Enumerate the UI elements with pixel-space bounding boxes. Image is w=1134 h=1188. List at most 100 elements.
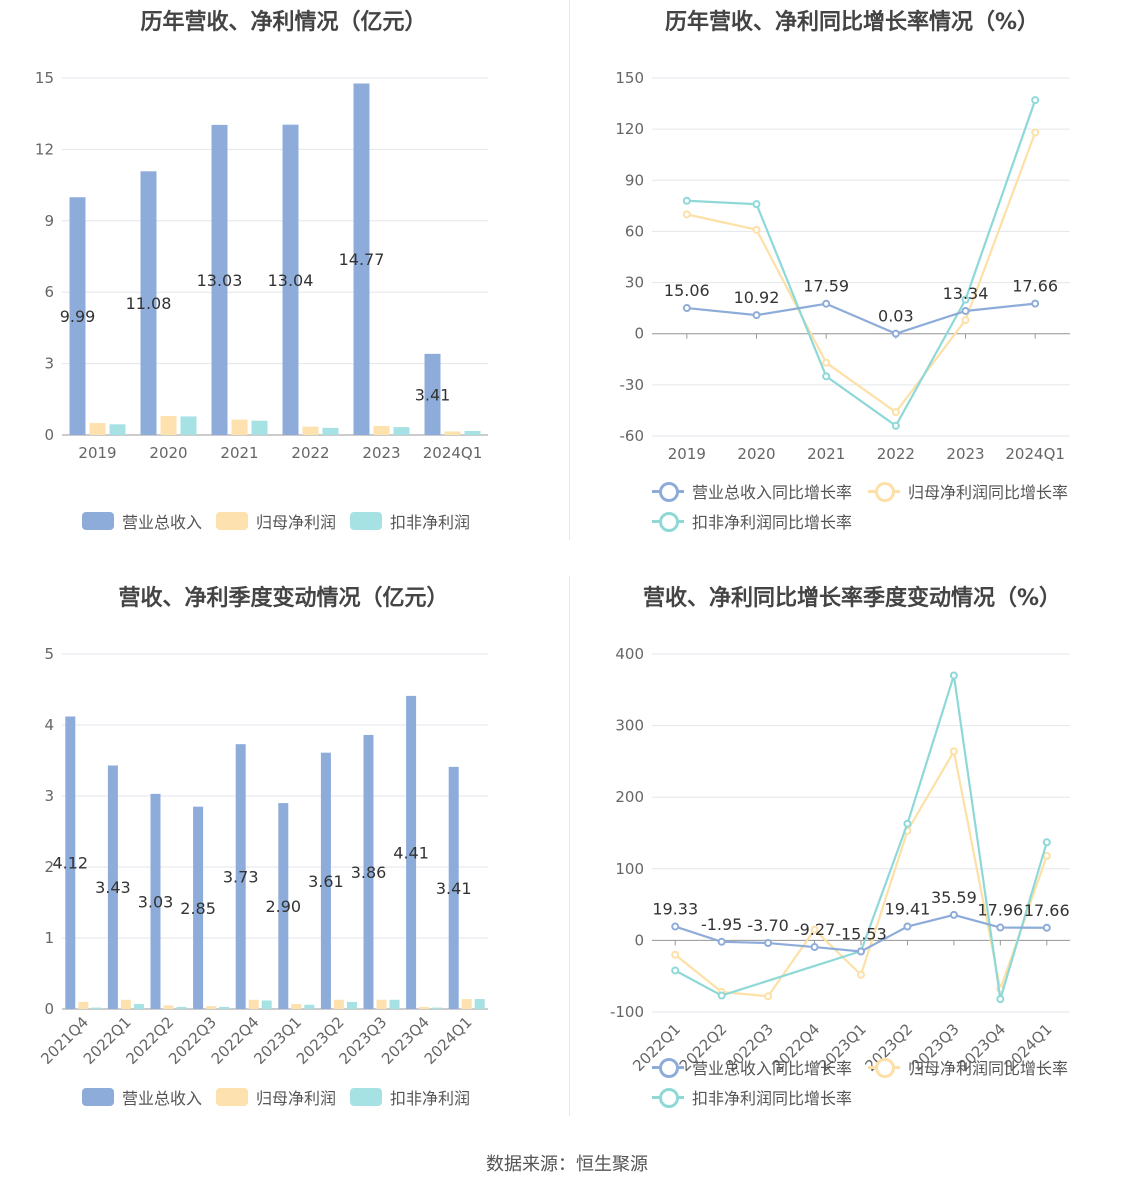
data-label: 3.03 <box>138 892 174 911</box>
data-label: -3.70 <box>747 916 788 935</box>
bar-net-profit <box>333 999 344 1009</box>
data-point <box>822 358 831 367</box>
x-tick-label: 2021 <box>807 445 845 463</box>
chart-title: 历年营收、净利同比增长率情况（%） <box>664 10 1040 35</box>
series-line <box>686 99 1037 428</box>
y-tick-label: 0 <box>634 931 644 949</box>
data-point <box>1031 96 1040 105</box>
bar-net-profit <box>120 999 131 1009</box>
bar-net-profit <box>376 999 387 1009</box>
data-label: 2.90 <box>265 897 301 916</box>
data-point <box>961 316 970 325</box>
bar-net-profit <box>206 1006 217 1009</box>
x-tick-label: 2022 <box>291 444 329 462</box>
legend-net-profit[interactable]: 归母净利润 <box>216 1086 336 1108</box>
bar-revenue <box>353 83 370 435</box>
x-tick-label: 2023 <box>362 444 400 462</box>
bar-revenue <box>140 171 157 435</box>
data-point <box>671 966 680 975</box>
legend-deducted-growth[interactable]: 扣非净利润同比增长率 <box>652 510 852 532</box>
bar-revenue <box>65 716 76 1009</box>
data-label: -1.95 <box>701 915 742 934</box>
quarterly-revenue-chart: 0123454.122021Q43.432022Q13.032022Q22.85… <box>37 645 488 1068</box>
y-tick-label: 0 <box>634 325 644 343</box>
data-label: 13.34 <box>943 284 989 303</box>
bar-deducted <box>251 420 268 435</box>
vertical-divider <box>569 576 570 1116</box>
data-point <box>949 747 958 756</box>
data-point <box>764 939 773 948</box>
data-point <box>682 304 691 313</box>
series-line <box>686 302 1036 335</box>
data-point <box>1042 838 1051 847</box>
data-point <box>810 943 819 952</box>
x-tick-label: 2024Q1 <box>423 444 483 462</box>
x-tick-label: 2023 <box>946 445 984 463</box>
data-point <box>996 995 1005 1004</box>
y-tick-label: 120 <box>615 120 644 138</box>
legend-revenue-growth[interactable]: 营业总收入同比增长率 <box>652 1056 852 1078</box>
y-tick-label: 30 <box>625 274 644 292</box>
legend-deducted-growth[interactable]: 扣非净利润同比增长率 <box>652 1086 852 1108</box>
bar-net-profit <box>248 999 259 1009</box>
swatch-revenue-growth <box>652 482 684 502</box>
bar-deducted <box>464 430 481 435</box>
legend-net-profit[interactable]: 归母净利润 <box>216 510 336 532</box>
data-point <box>903 922 912 931</box>
swatch-net-profit <box>216 512 248 530</box>
y-tick-label: 3 <box>44 355 54 373</box>
data-label: 35.59 <box>931 888 977 907</box>
bar-deducted <box>91 1007 102 1009</box>
y-tick-label: -60 <box>620 427 645 445</box>
data-label: 3.41 <box>415 385 451 404</box>
data-point <box>764 992 773 1001</box>
bar-net-profit <box>291 1004 302 1009</box>
bar-deducted <box>109 424 126 435</box>
bar-deducted <box>393 427 410 435</box>
swatch-revenue <box>82 512 114 530</box>
swatch-deducted-growth <box>652 512 684 532</box>
legend-deducted[interactable]: 扣非净利润 <box>350 1086 470 1108</box>
bar-net-profit <box>302 426 319 435</box>
swatch-net-profit <box>216 1088 248 1106</box>
swatch-deducted <box>350 512 382 530</box>
annual-growth-panel: 历年营收、净利同比增长率情况（%） -60 -30 0 30 60 90 120 150 201… <box>570 0 1134 560</box>
legend-net-profit-growth[interactable]: 归母净利润同比增长率 <box>868 480 1068 502</box>
data-label: -9.27 <box>794 920 835 939</box>
data-point <box>961 306 970 315</box>
data-point <box>1042 923 1051 932</box>
data-point <box>822 299 831 308</box>
x-tick-label: 2020 <box>149 444 187 462</box>
y-tick-label: 0 <box>44 426 54 444</box>
swatch-revenue <box>82 1088 114 1106</box>
data-label: 14.77 <box>339 250 385 269</box>
bar-revenue <box>448 766 459 1009</box>
bar-net-profit <box>163 1005 174 1009</box>
legend-net-profit-growth[interactable]: 归母净利润同比增长率 <box>868 1056 1068 1078</box>
y-tick-label: 200 <box>615 788 644 806</box>
data-point <box>810 925 819 934</box>
data-label: 0.03 <box>878 307 914 326</box>
chart-title: 营收、净利同比增长率季度变动情况（%） <box>642 586 1062 611</box>
bar-deducted <box>304 1004 315 1009</box>
data-label: 3.43 <box>95 878 131 897</box>
data-point <box>682 210 691 219</box>
legend-revenue-growth[interactable]: 营业总收入同比增长率 <box>652 480 852 502</box>
swatch-net-profit-growth <box>868 1058 900 1078</box>
data-label: 13.04 <box>268 271 314 290</box>
data-point <box>891 329 900 338</box>
bar-deducted <box>389 999 400 1009</box>
bar-revenue <box>150 793 161 1009</box>
x-tick-label: 2022 <box>877 445 915 463</box>
legend-deducted[interactable]: 扣非净利润 <box>350 510 470 532</box>
annual-revenue-panel: 历年营收、净利情况（亿元） 0 3 6 9 12 15 9.99 2019 11.08 2020 1… <box>0 0 567 560</box>
bar-deducted <box>180 416 197 435</box>
bar-revenue <box>69 197 86 435</box>
data-source: 数据来源：恒生聚源 <box>486 1154 648 1175</box>
legend-revenue[interactable]: 营业总收入 <box>82 1086 202 1108</box>
data-label: 19.33 <box>652 900 698 919</box>
legend-revenue[interactable]: 营业总收入 <box>82 510 202 532</box>
data-label: 9.99 <box>60 307 96 326</box>
data-point <box>903 819 912 828</box>
x-tick-label: 2024Q1 <box>1005 445 1065 463</box>
